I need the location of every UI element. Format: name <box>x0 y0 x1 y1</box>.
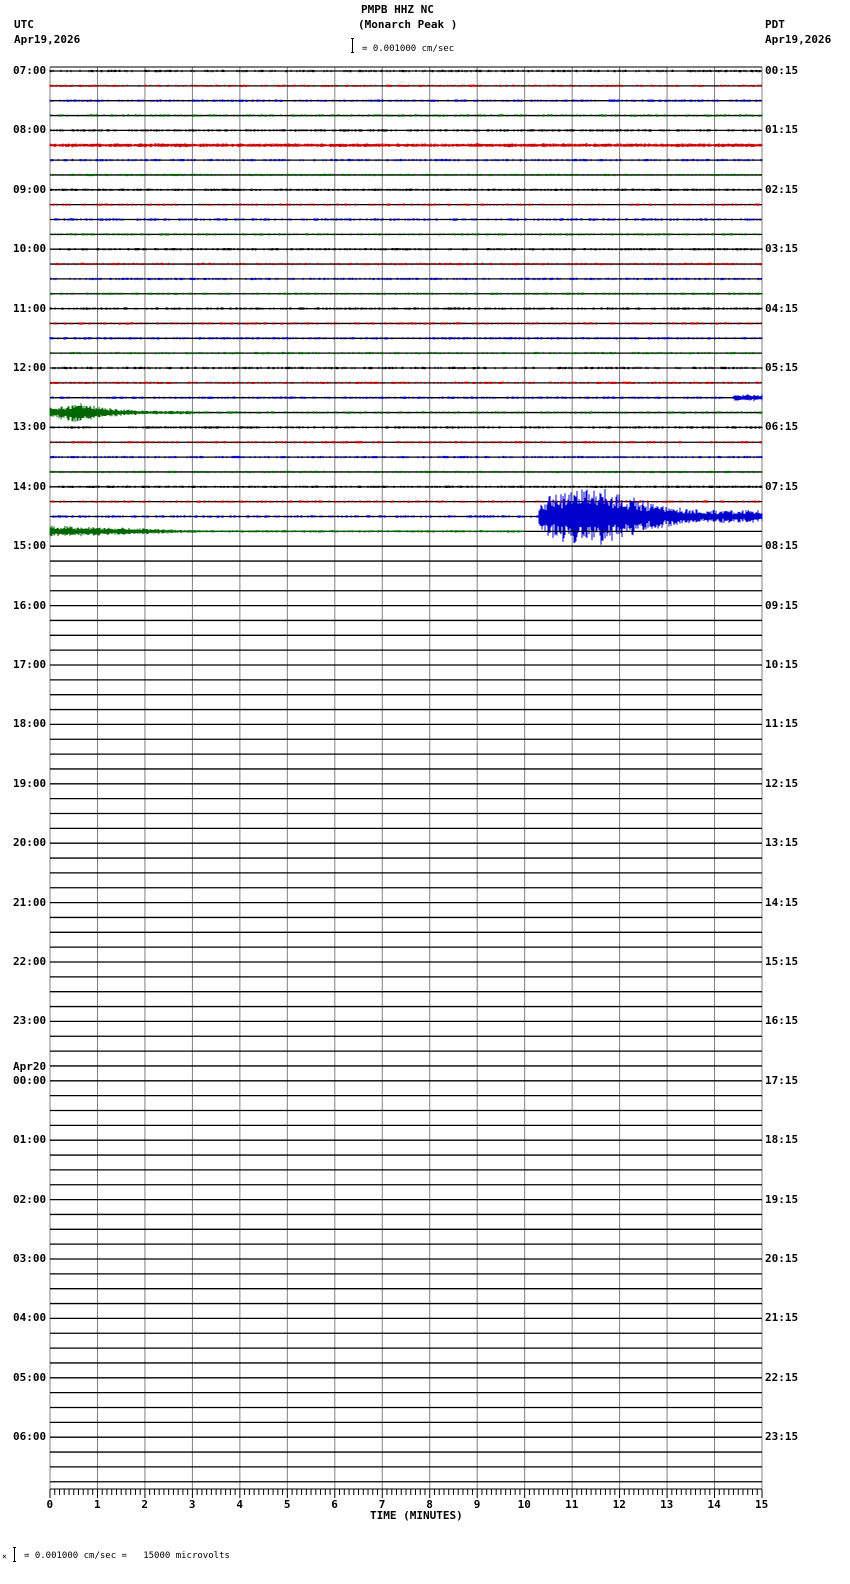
utc-hour-label: 10:00 <box>13 242 47 256</box>
pdt-hour-label: 02:15 <box>765 182 799 196</box>
utc-hour-label: 15:00 <box>13 539 47 553</box>
utc-hour-label: 22:00 <box>13 955 47 968</box>
x-tick-label: 1 <box>93 1498 101 1511</box>
utc-hour-label: 18:00 <box>13 717 47 731</box>
pdt-hour-label: 23:15 <box>765 1430 799 1444</box>
pdt-hour-label: 17:15 <box>765 1073 799 1087</box>
pdt-hour-label: 18:15 <box>765 1133 799 1147</box>
utc-hour-label: 00:00 <box>13 1073 47 1087</box>
utc-hour-label: 09:00 <box>13 182 47 196</box>
footer-marker: × <box>2 1552 7 1561</box>
utc-hour-label: 04:00 <box>13 1311 47 1325</box>
utc-hour-label: 07:00 <box>13 64 47 77</box>
pdt-hour-label: 10:15 <box>765 658 799 671</box>
x-tick-label: 13 <box>660 1498 674 1511</box>
seismic-trace <box>52 489 763 545</box>
x-axis-title: TIME (MINUTES) <box>370 1509 463 1522</box>
x-tick-label: 15 <box>755 1498 769 1511</box>
scale-label: = 0.001000 cm/sec <box>362 44 455 54</box>
pdt-date: Apr19,2026 <box>765 33 832 46</box>
pdt-hour-label: 07:15 <box>765 479 799 493</box>
pdt-hour-label: 05:15 <box>765 361 799 374</box>
pdt-hour-label: 11:15 <box>765 717 799 731</box>
date-change-label: Apr20 <box>13 1059 47 1073</box>
pdt-hour-label: 12:15 <box>765 776 799 790</box>
pdt-hour-label: 06:15 <box>765 420 799 434</box>
pdt-hour-label: 20:15 <box>765 1252 799 1265</box>
x-tick-label: 14 <box>707 1498 721 1511</box>
utc-hour-label: 19:00 <box>13 776 47 790</box>
pdt-hour-label: 19:15 <box>765 1192 799 1206</box>
utc-label: UTC <box>14 18 34 31</box>
x-tick-label: 4 <box>236 1498 243 1511</box>
station-title: PMPB HHZ NC <box>361 3 434 16</box>
seismic-trace <box>49 525 525 537</box>
x-tick-label: 12 <box>612 1498 626 1511</box>
utc-hour-label: 13:00 <box>13 420 47 434</box>
pdt-hour-label: 16:15 <box>765 1014 799 1028</box>
x-tick-label: 0 <box>46 1498 54 1511</box>
pdt-hour-label: 22:15 <box>765 1370 799 1384</box>
utc-hour-label: 14:00 <box>13 479 47 493</box>
pdt-hour-label: 01:15 <box>765 123 799 137</box>
utc-hour-label: 16:00 <box>13 598 47 612</box>
utc-hour-label: 17:00 <box>13 658 47 671</box>
footer-scale-note: = 0.001000 cm/sec = 15000 microvolts <box>24 1551 230 1561</box>
pdt-hour-label: 04:15 <box>765 301 799 315</box>
x-tick-label: 9 <box>473 1498 481 1511</box>
pdt-hour-label: 15:15 <box>765 955 799 968</box>
scale-bar-icon <box>351 38 354 53</box>
utc-date: Apr19,2026 <box>14 33 81 46</box>
seismic-trace <box>49 143 763 148</box>
station-location: (Monarch Peak ) <box>358 18 458 31</box>
utc-hour-label: 06:00 <box>13 1430 47 1444</box>
footer-scale-bar-icon <box>13 1547 16 1562</box>
utc-hour-label: 20:00 <box>13 836 47 850</box>
pdt-hour-label: 13:15 <box>765 836 799 850</box>
pdt-hour-label: 21:15 <box>765 1311 799 1325</box>
pdt-hour-label: 03:15 <box>765 242 799 256</box>
x-tick-label: 8 <box>426 1498 433 1511</box>
utc-hour-label: 05:00 <box>13 1370 47 1384</box>
x-tick-label: 11 <box>565 1498 579 1511</box>
seismic-trace <box>50 188 761 191</box>
x-tick-label: 3 <box>188 1498 196 1511</box>
x-tick-label: 5 <box>283 1498 291 1511</box>
utc-hour-label: 03:00 <box>13 1252 47 1265</box>
utc-hour-label: 08:00 <box>13 123 47 137</box>
utc-hour-label: 02:00 <box>13 1192 47 1206</box>
x-tick-label: 6 <box>331 1498 338 1511</box>
x-tick-label: 7 <box>378 1498 386 1511</box>
pdt-label: PDT <box>765 18 785 31</box>
pdt-hour-label: 08:15 <box>765 539 799 553</box>
utc-hour-label: 21:00 <box>13 895 47 909</box>
x-tick-label: 2 <box>141 1498 149 1511</box>
pdt-hour-label: 14:15 <box>765 895 799 909</box>
utc-hour-label: 01:00 <box>13 1133 47 1147</box>
x-tick-label: 10 <box>517 1498 531 1511</box>
pdt-hour-label: 09:15 <box>765 598 799 612</box>
utc-hour-label: 23:00 <box>13 1014 47 1028</box>
pdt-hour-label: 00:15 <box>765 64 799 77</box>
utc-hour-label: 11:00 <box>13 301 47 315</box>
utc-hour-label: 12:00 <box>13 361 47 374</box>
